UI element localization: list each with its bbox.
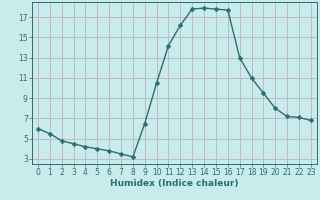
X-axis label: Humidex (Indice chaleur): Humidex (Indice chaleur) [110, 179, 239, 188]
